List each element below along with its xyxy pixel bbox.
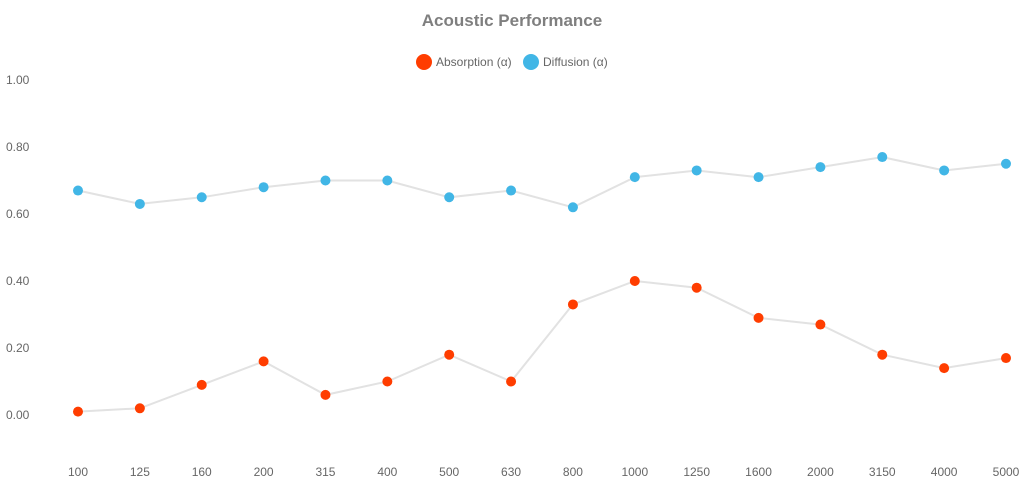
data-point-diffusion[interactable] — [877, 152, 888, 163]
x-tick-label: 4000 — [931, 465, 958, 479]
series-line-diffusion — [77, 156, 1007, 209]
x-tick-label: 1250 — [683, 465, 710, 479]
x-tick-label: 100 — [68, 465, 88, 479]
legend-label-absorption: Absorption (α) — [436, 55, 512, 69]
chart-title: Acoustic Performance — [422, 11, 602, 30]
data-point-diffusion[interactable] — [629, 172, 640, 183]
data-point-diffusion[interactable] — [258, 182, 269, 193]
x-tick-label: 5000 — [993, 465, 1020, 479]
data-point-absorption[interactable] — [753, 312, 764, 323]
y-tick-label: 0.40 — [6, 274, 30, 288]
series-line-absorption — [77, 279, 1007, 413]
x-tick-label: 630 — [501, 465, 521, 479]
series-points — [73, 152, 1011, 417]
x-axis: 100 125 160 200 315 400 500 630 800 1000 1250 1600 2… — [68, 465, 1020, 479]
data-point-absorption[interactable] — [196, 379, 207, 390]
x-tick-label: 400 — [377, 465, 397, 479]
y-axis: 0.00 0.20 0.40 0.60 0.80 1.00 — [6, 73, 30, 422]
y-tick-label: 0.80 — [6, 140, 30, 154]
data-point-absorption[interactable] — [939, 363, 950, 374]
data-point-absorption[interactable] — [382, 376, 393, 387]
legend-item-diffusion[interactable]: Diffusion (α) — [523, 54, 608, 70]
legend-marker-diffusion — [523, 54, 539, 70]
data-point-diffusion[interactable] — [73, 185, 83, 196]
data-point-absorption[interactable] — [320, 389, 331, 400]
data-point-absorption[interactable] — [444, 349, 455, 360]
x-tick-label: 315 — [315, 465, 335, 479]
data-point-absorption[interactable] — [258, 356, 269, 367]
legend-item-absorption[interactable]: Absorption (α) — [416, 54, 512, 70]
series-lines — [77, 156, 1007, 413]
data-point-diffusion[interactable] — [196, 192, 207, 203]
data-point-diffusion[interactable] — [506, 185, 517, 196]
x-tick-label: 125 — [130, 465, 150, 479]
x-tick-label: 160 — [192, 465, 212, 479]
data-point-diffusion[interactable] — [444, 192, 455, 203]
data-point-diffusion[interactable] — [691, 165, 702, 176]
data-point-absorption[interactable] — [134, 403, 145, 414]
data-point-diffusion[interactable] — [753, 172, 764, 183]
data-point-diffusion[interactable] — [134, 198, 145, 209]
x-tick-label: 500 — [439, 465, 459, 479]
y-tick-label: 0.60 — [6, 207, 30, 221]
data-point-absorption[interactable] — [567, 299, 578, 310]
data-point-absorption[interactable] — [691, 282, 702, 293]
data-point-diffusion[interactable] — [382, 175, 393, 186]
legend: Absorption (α) Diffusion (α) — [416, 54, 608, 70]
x-tick-label: 1600 — [745, 465, 772, 479]
data-point-diffusion[interactable] — [567, 202, 578, 213]
data-point-diffusion[interactable] — [815, 162, 826, 173]
legend-label-diffusion: Diffusion (α) — [543, 55, 608, 69]
data-point-absorption[interactable] — [506, 376, 517, 387]
x-tick-label: 2000 — [807, 465, 834, 479]
legend-marker-absorption — [416, 54, 432, 70]
y-tick-label: 0.20 — [6, 341, 30, 355]
data-point-absorption[interactable] — [629, 276, 640, 286]
data-point-diffusion[interactable] — [320, 175, 331, 186]
x-tick-label: 200 — [254, 465, 274, 479]
x-tick-label: 3150 — [869, 465, 896, 479]
y-tick-label: 1.00 — [6, 73, 30, 87]
data-point-absorption[interactable] — [1001, 353, 1011, 364]
data-point-absorption[interactable] — [815, 319, 826, 330]
data-point-absorption[interactable] — [877, 349, 888, 360]
data-point-absorption[interactable] — [73, 406, 83, 417]
y-tick-label: 0.00 — [6, 408, 30, 422]
x-tick-label: 800 — [563, 465, 583, 479]
x-tick-label: 1000 — [621, 465, 648, 479]
data-point-diffusion[interactable] — [1001, 158, 1011, 169]
data-point-diffusion[interactable] — [939, 165, 950, 176]
